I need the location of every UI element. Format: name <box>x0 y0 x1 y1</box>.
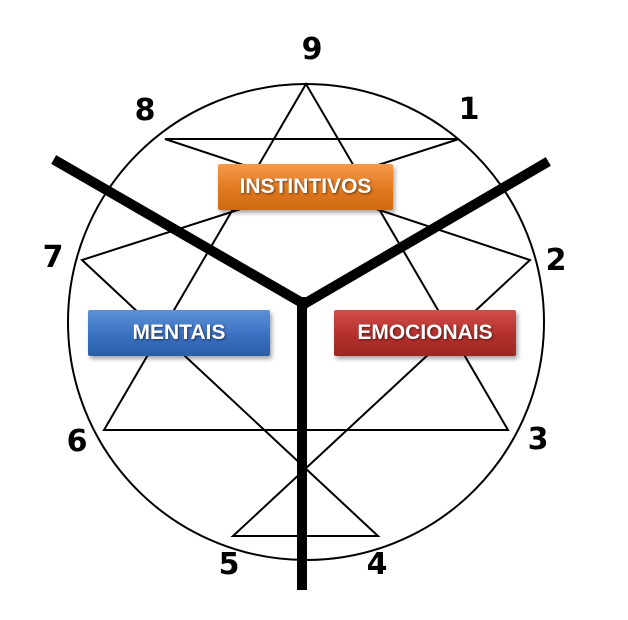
point-9-label: 9 <box>301 32 323 67</box>
point-3-label: 3 <box>527 422 549 457</box>
point-4-label: 4 <box>366 547 388 582</box>
point-6-label: 6 <box>66 424 88 459</box>
inner-hexad <box>80 138 532 537</box>
divider-left <box>51 155 311 311</box>
point-2-label: 2 <box>545 243 567 278</box>
point-8-label: 8 <box>134 93 156 128</box>
center-divider-lines <box>51 155 551 590</box>
point-7-label: 7 <box>42 240 64 275</box>
point-1-label: 1 <box>458 92 480 127</box>
mentais-label: MENTAIS <box>88 310 270 356</box>
emocionais-label: EMOCIONAIS <box>334 310 516 356</box>
divider-right <box>297 157 551 311</box>
point-5-label: 5 <box>218 547 240 582</box>
instintivos-label: INSTINTIVOS <box>218 164 393 210</box>
